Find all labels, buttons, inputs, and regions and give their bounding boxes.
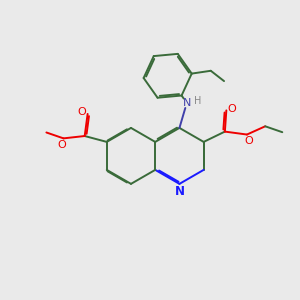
Text: H: H (194, 95, 202, 106)
Text: N: N (183, 98, 192, 108)
Text: O: O (244, 136, 253, 146)
Text: N: N (174, 185, 184, 198)
Text: O: O (228, 104, 237, 114)
Text: O: O (58, 140, 66, 150)
Text: O: O (77, 107, 86, 118)
